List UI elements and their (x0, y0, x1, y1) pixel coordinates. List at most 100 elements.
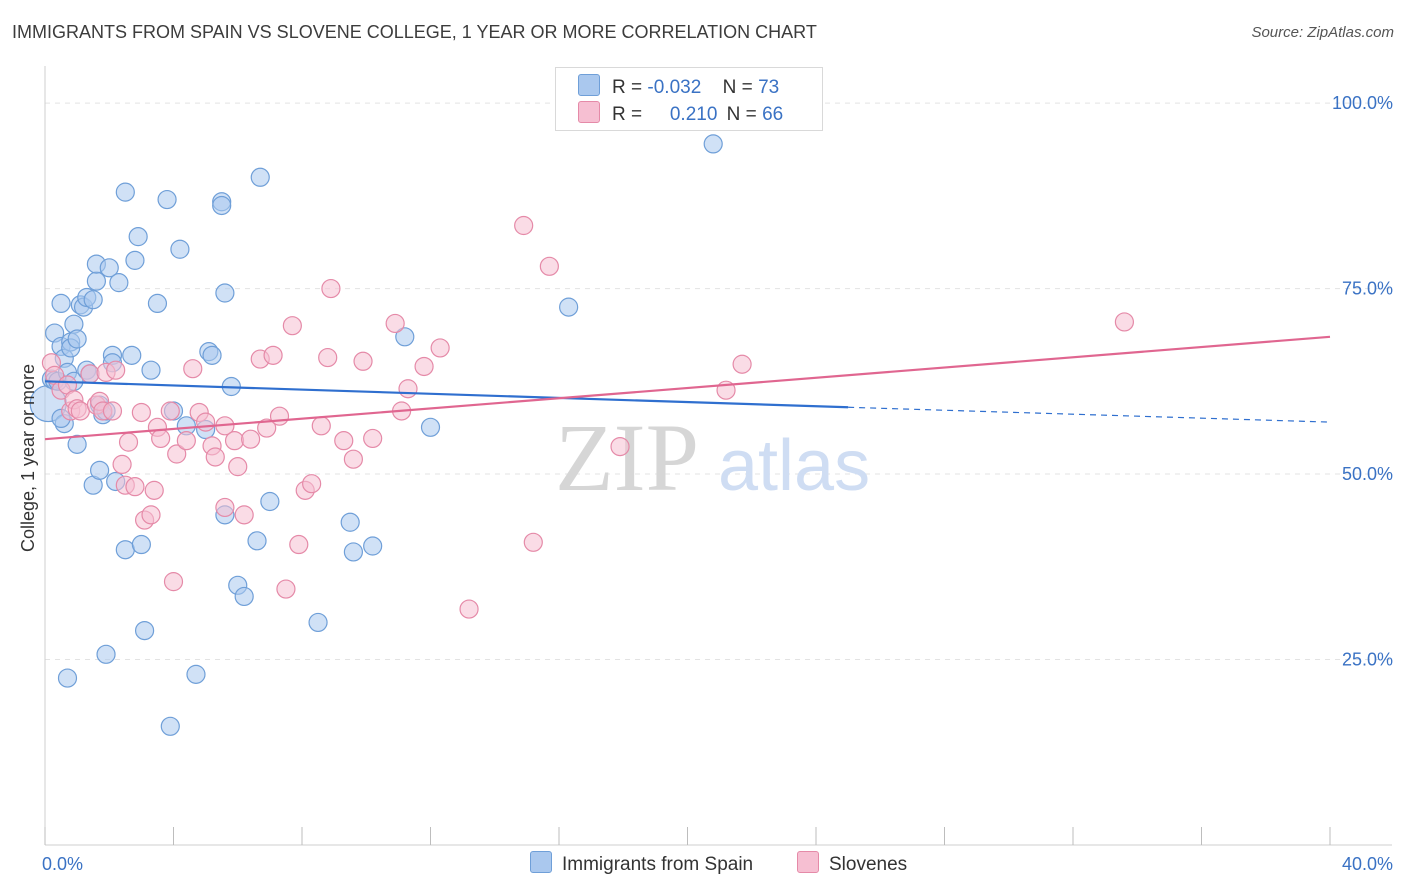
spain-point (86, 271, 107, 291)
legend-r-label: R = (612, 104, 643, 125)
slovene-point (363, 428, 383, 449)
spain-point (125, 250, 145, 270)
slovene-point (414, 356, 434, 377)
slovene-point (183, 359, 203, 379)
axes (44, 66, 1392, 846)
spain-point (212, 195, 232, 216)
spain-point (131, 534, 151, 555)
spain-point (215, 283, 235, 303)
bottom-legend-slovene-label: Slovenes (829, 854, 908, 875)
slovene-point (234, 505, 254, 525)
legend-r-value-spain: -0.032 (647, 77, 702, 98)
trend-line-slovene (44, 335, 1331, 441)
legend-n-label: N = (726, 104, 757, 125)
slovene-point (263, 345, 283, 365)
spain-point (115, 182, 135, 202)
spain-point (57, 668, 78, 688)
series-slovene-points (41, 215, 1135, 619)
spain-point (395, 327, 415, 347)
spain-point (96, 644, 116, 664)
slovene-point (318, 347, 338, 368)
chart-title: IMMIGRANTS FROM SPAIN VS SLOVENE COLLEGE… (12, 22, 817, 42)
spain-point (170, 239, 190, 259)
slovene-point (241, 429, 261, 449)
slovene-point (224, 431, 245, 451)
legend-row-slovene: R = 0.210 N = 66 (578, 101, 783, 127)
watermark-atlas: atlas (718, 426, 870, 506)
y-tick-label-0: 25.0% (1342, 650, 1393, 670)
slovene-point (302, 474, 322, 494)
legend-r-label: R = (612, 77, 643, 98)
slovene-point (276, 579, 296, 599)
slovene-point (430, 338, 450, 358)
tick-labels: 25.0% 50.0% 75.0% 100.0% 0.0% 40.0% (42, 93, 1393, 874)
watermark-zip: ZIP (555, 404, 699, 511)
trend-line-spain-projection (848, 406, 1331, 423)
spain-point (115, 540, 135, 560)
x-tick-label-min: 0.0% (42, 854, 83, 874)
spain-point (67, 329, 87, 349)
y-tick-label-1: 50.0% (1342, 464, 1393, 484)
slovene-point (385, 313, 405, 334)
slovene-point (334, 431, 354, 451)
spain-point (90, 460, 110, 480)
slovene-point (257, 418, 277, 438)
slovene-point (353, 351, 373, 371)
spain-point (134, 620, 155, 641)
slovene-point (205, 447, 225, 467)
spain-point (260, 491, 280, 512)
slovene-point (321, 278, 341, 299)
trend-lines (44, 335, 1331, 441)
legend-n-value-spain: 73 (758, 77, 780, 98)
slovene-point (343, 449, 363, 469)
slovene-point (70, 401, 90, 421)
bottom-swatch-spain (530, 851, 552, 873)
slovene-point (514, 215, 534, 236)
slovene-point (282, 316, 302, 336)
spain-point (340, 512, 360, 532)
slovene-point (289, 534, 309, 555)
slovene-point (311, 416, 331, 436)
slovene-point (523, 532, 543, 552)
spain-point (250, 167, 270, 187)
legend-swatch-spain (578, 74, 600, 96)
slovene-point (163, 572, 184, 592)
spain-point (122, 345, 142, 365)
spain-point (157, 189, 177, 210)
slovene-point (102, 401, 123, 421)
spain-point (186, 664, 206, 684)
spain-point (234, 586, 254, 607)
spain-point (202, 345, 222, 365)
legend-n-label: N = (722, 77, 753, 98)
slovene-point (106, 360, 126, 380)
bottom-legend-spain: Immigrants from Spain (530, 851, 753, 876)
bottom-swatch-slovene (797, 851, 819, 873)
legend-n-value-slovene: 66 (762, 104, 784, 125)
y-axis-label: College, 1 year or more (18, 364, 38, 552)
bottom-legend-spain-label: Immigrants from Spain (562, 854, 754, 875)
spain-point (147, 293, 168, 314)
slovene-point (176, 431, 196, 451)
spain-point (109, 273, 129, 293)
slovene-point (459, 599, 479, 619)
slovene-point (167, 444, 187, 464)
spain-point (128, 227, 148, 247)
watermark: ZIP atlas (555, 404, 870, 511)
slovene-point (112, 454, 132, 475)
slovene-point (539, 256, 559, 276)
slovene-point (398, 379, 418, 399)
slovene-point (215, 497, 235, 518)
slovene-point (732, 354, 752, 374)
slovene-point (196, 412, 216, 432)
spain-point (99, 258, 119, 278)
slovene-point (151, 428, 171, 449)
gridlines (45, 102, 1392, 661)
slovene-point (269, 406, 290, 426)
legend-row-spain: R = -0.032 N = 73 (578, 74, 779, 100)
slovene-point (610, 436, 630, 457)
source-label: Source: ZipAtlas.com (1251, 24, 1394, 41)
slovene-point (141, 505, 161, 525)
x-tick-label-max: 40.0% (1342, 854, 1393, 874)
slovene-point (125, 477, 145, 497)
